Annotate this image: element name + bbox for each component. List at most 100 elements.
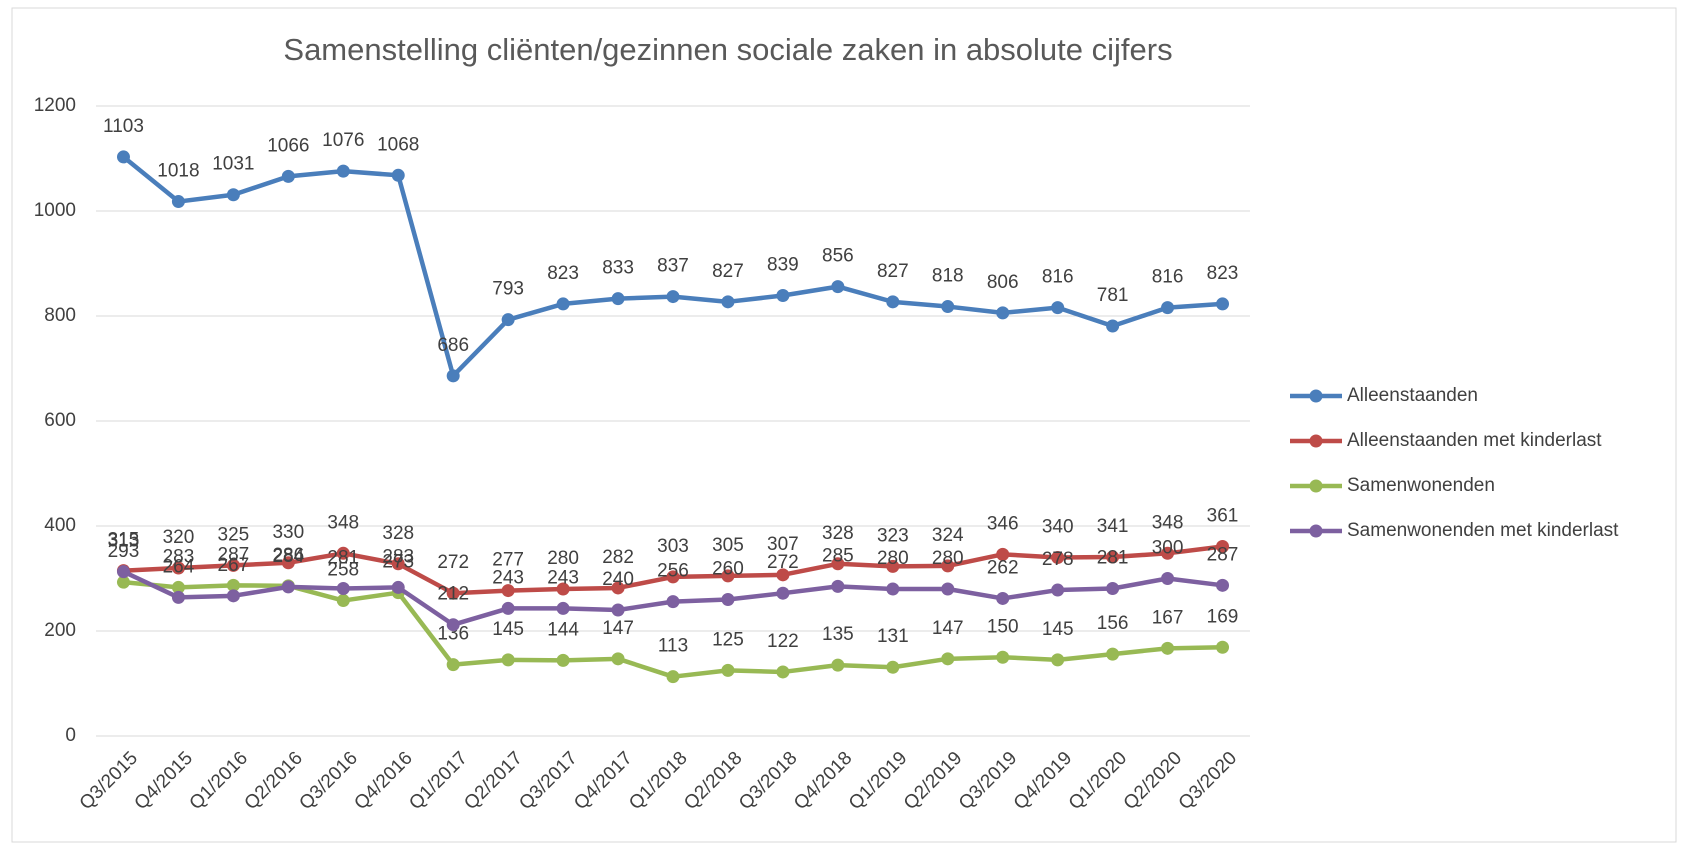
data-point (941, 559, 955, 573)
y-tick-label: 1000 (34, 200, 76, 221)
data-label: 287 (1207, 544, 1239, 565)
data-point (446, 618, 460, 632)
data-label: 150 (987, 616, 1019, 637)
data-point (501, 601, 515, 615)
data-label: 816 (1042, 267, 1074, 288)
data-point (171, 590, 185, 604)
data-point (611, 581, 625, 595)
data-label: 136 (437, 624, 469, 645)
data-label: 156 (1097, 613, 1129, 634)
data-point (116, 565, 130, 579)
data-point (941, 652, 955, 666)
data-label: 264 (163, 556, 195, 577)
data-label: 330 (272, 522, 304, 543)
data-point (886, 660, 900, 674)
data-label: 212 (437, 584, 469, 605)
data-label: 285 (822, 545, 854, 566)
data-label: 278 (1042, 549, 1074, 570)
data-label: 300 (1152, 538, 1184, 559)
data-label: 856 (822, 246, 854, 267)
data-point (226, 188, 240, 202)
data-point (1106, 581, 1120, 595)
data-label: 303 (657, 536, 689, 557)
data-label: 287 (218, 544, 250, 565)
data-label: 283 (163, 546, 195, 567)
legend-marker (1309, 434, 1323, 448)
data-point (281, 556, 295, 570)
y-tick-label: 800 (44, 305, 76, 326)
data-point (556, 297, 570, 311)
data-point (336, 546, 350, 560)
data-point (391, 168, 405, 182)
data-label: 839 (767, 255, 799, 276)
data-point (831, 280, 845, 294)
data-point (1216, 539, 1230, 553)
data-label: 686 (437, 335, 469, 356)
data-point (336, 164, 350, 178)
chart-frame (11, 7, 1677, 843)
data-point (996, 591, 1010, 605)
data-point (446, 586, 460, 600)
data-label: 280 (877, 548, 909, 569)
data-label: 145 (492, 619, 524, 640)
data-point (721, 663, 735, 677)
data-label: 273 (382, 552, 414, 573)
data-point (116, 575, 130, 589)
data-point (1106, 647, 1120, 661)
data-label: 243 (492, 567, 524, 588)
data-label: 1103 (103, 116, 144, 137)
data-label: 272 (437, 552, 469, 573)
data-label: 827 (712, 261, 744, 282)
data-label: 280 (547, 548, 579, 569)
data-label: 320 (163, 527, 195, 548)
data-point (391, 580, 405, 594)
data-point (886, 559, 900, 573)
data-label: 315 (108, 530, 140, 551)
data-label: 281 (1097, 547, 1129, 568)
legend-label: Samenwonenden (1347, 475, 1495, 496)
data-label: 328 (382, 523, 414, 544)
data-point (611, 652, 625, 666)
data-label: 293 (108, 541, 140, 562)
data-label: 258 (327, 560, 359, 581)
data-label: 144 (547, 619, 579, 640)
data-point (226, 589, 240, 603)
data-label: 818 (932, 266, 964, 287)
data-point (996, 306, 1010, 320)
data-label: 1031 (212, 154, 254, 175)
data-point (226, 558, 240, 572)
data-label: 282 (602, 547, 634, 568)
data-point (501, 584, 515, 598)
data-label: 346 (987, 513, 1019, 534)
data-label: 267 (218, 555, 250, 576)
data-point (721, 569, 735, 583)
data-label: 280 (932, 548, 964, 569)
data-point (831, 557, 845, 571)
data-point (776, 665, 790, 679)
data-label: 806 (987, 272, 1019, 293)
data-point (666, 595, 680, 609)
data-label: 147 (932, 618, 964, 639)
data-label: 781 (1097, 285, 1129, 306)
data-label: 837 (657, 256, 689, 277)
data-point (1161, 301, 1175, 315)
data-point (1051, 653, 1065, 667)
data-label: 125 (712, 629, 744, 650)
data-label: 145 (1042, 619, 1074, 640)
data-point (281, 580, 295, 594)
data-point (556, 582, 570, 596)
data-label: 256 (657, 561, 689, 582)
data-label: 283 (382, 546, 414, 567)
data-label: 313 (108, 531, 140, 552)
data-label: 113 (658, 636, 688, 657)
data-label: 348 (1152, 512, 1184, 533)
data-point (1161, 546, 1175, 560)
data-point (1051, 551, 1065, 564)
data-label: 328 (822, 523, 854, 544)
legend-marker (1309, 479, 1323, 493)
data-label: 324 (932, 525, 964, 546)
data-point (776, 568, 790, 582)
data-point (446, 369, 460, 383)
data-label: 131 (877, 626, 909, 647)
data-label: 348 (327, 512, 359, 533)
